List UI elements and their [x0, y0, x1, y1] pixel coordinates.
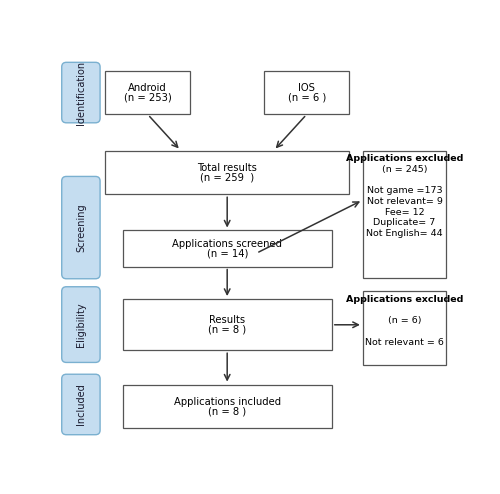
- Text: (n = 14): (n = 14): [206, 248, 248, 258]
- Text: (n = 259  ): (n = 259 ): [200, 172, 254, 182]
- Text: Results: Results: [209, 315, 246, 325]
- Text: Not game =173: Not game =173: [366, 186, 442, 196]
- Text: Applications included: Applications included: [174, 397, 281, 407]
- Text: Not English= 44: Not English= 44: [366, 229, 443, 238]
- FancyBboxPatch shape: [363, 151, 446, 278]
- Text: (n = 253): (n = 253): [124, 92, 172, 102]
- FancyBboxPatch shape: [264, 71, 349, 115]
- Text: (n = 6): (n = 6): [388, 317, 421, 326]
- Text: Duplicate= 7: Duplicate= 7: [374, 218, 436, 227]
- Text: Total results: Total results: [197, 163, 257, 173]
- Text: Fee= 12: Fee= 12: [384, 207, 424, 217]
- Text: Identification: Identification: [76, 60, 86, 124]
- Text: (n = 8 ): (n = 8 ): [208, 325, 246, 334]
- Text: Eligibility: Eligibility: [76, 302, 86, 347]
- Text: Included: Included: [76, 384, 86, 425]
- Text: Applications excluded: Applications excluded: [346, 155, 463, 164]
- Text: Not relevant = 6: Not relevant = 6: [365, 338, 444, 347]
- Text: (n = 245): (n = 245): [382, 165, 427, 174]
- FancyBboxPatch shape: [122, 384, 332, 428]
- FancyBboxPatch shape: [363, 291, 446, 366]
- FancyBboxPatch shape: [122, 230, 332, 267]
- FancyBboxPatch shape: [105, 71, 190, 115]
- Text: Applications screened: Applications screened: [172, 239, 282, 249]
- FancyBboxPatch shape: [62, 374, 100, 435]
- FancyBboxPatch shape: [105, 151, 349, 194]
- Text: Applications excluded: Applications excluded: [346, 295, 463, 304]
- Text: IOS: IOS: [298, 83, 315, 93]
- Text: (n = 6 ): (n = 6 ): [288, 92, 326, 102]
- FancyBboxPatch shape: [62, 287, 100, 363]
- Text: Android: Android: [128, 83, 167, 93]
- Text: (n = 8 ): (n = 8 ): [208, 406, 246, 416]
- Text: Not relevant= 9: Not relevant= 9: [366, 197, 442, 206]
- FancyBboxPatch shape: [122, 299, 332, 350]
- FancyBboxPatch shape: [62, 62, 100, 123]
- FancyBboxPatch shape: [62, 176, 100, 279]
- Text: Screening: Screening: [76, 204, 86, 252]
